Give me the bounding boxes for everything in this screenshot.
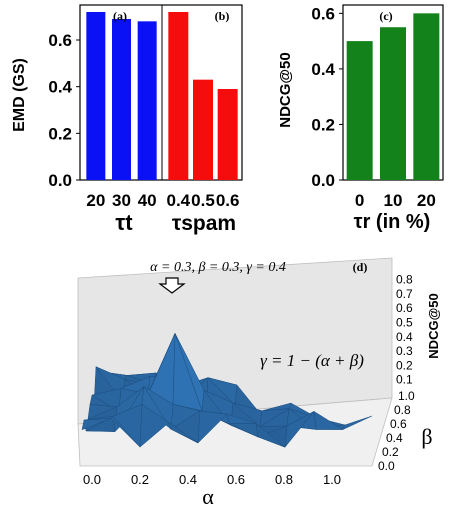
plot-frame-ab: [79, 4, 243, 181]
x-tick-label: 40: [138, 191, 157, 210]
x-tick-label: 0: [355, 191, 364, 210]
bars-a: [86, 12, 157, 181]
z-tick-label: 0.4: [396, 330, 413, 344]
x-tick-label: 20: [86, 191, 105, 210]
x-tick-label: 10: [384, 191, 403, 210]
y-tick-label: 0.2: [48, 124, 72, 143]
bar: [346, 41, 373, 180]
bar: [112, 19, 131, 180]
panel-label-a: (a): [113, 9, 127, 23]
y-tick-label: 0.6: [48, 31, 72, 50]
z-tick-label: 0.7: [396, 287, 413, 301]
surface-facet: [110, 415, 141, 448]
y-ticks-c: 0.0 0.2 0.4 0.6: [311, 4, 343, 190]
x-tick-label: 0.4: [167, 191, 191, 210]
surface-chart-panel: α = 0.3, β = 0.3, γ = 0.4 (d) γ = 1 − (α…: [77, 257, 441, 508]
alpha-tick-label: 0.0: [83, 472, 101, 487]
beta-tick-label: 0.0: [378, 459, 395, 473]
alpha-axis-label: α: [202, 484, 214, 508]
bars-b: [168, 12, 238, 180]
x-tick-label: 0.5: [191, 191, 215, 210]
x-ticks-b: 0.4 0.5 0.6: [167, 191, 240, 210]
beta-axis-label: β: [421, 424, 432, 449]
beta-tick-label: 0.6: [390, 417, 407, 431]
y-tick-label: 0.4: [48, 78, 72, 97]
surface-facet: [342, 415, 373, 431]
y-tick-label: 0.0: [311, 171, 335, 190]
y-tick-label: 0.4: [311, 60, 335, 79]
alpha-tick-label: 1.0: [323, 472, 341, 487]
x-ticks-c: 0 10 20: [355, 191, 436, 210]
panel-label-b: (b): [215, 9, 230, 23]
y-axis-label-c: NDCG@50: [277, 52, 294, 127]
bar: [168, 12, 189, 180]
gamma-equation: γ = 1 − (α + β): [260, 351, 364, 370]
y-tick-label: 0.6: [311, 4, 335, 23]
x-axis-label-c: τr (in %): [354, 211, 431, 233]
bar: [193, 79, 213, 180]
z-axis-label: NDCG@50: [426, 293, 441, 358]
x-axis-label-b: τspam: [172, 212, 236, 235]
x-axis-label-a: τt: [115, 210, 133, 235]
surface-facet: [81, 417, 112, 431]
alpha-ticks: 0.0 0.2 0.4 0.6 0.8 1.0: [83, 472, 341, 487]
y-axis-label-ab: EMD (GS): [11, 58, 28, 132]
bar: [86, 12, 106, 180]
bar: [137, 21, 157, 181]
panel-label-c: (c): [379, 9, 392, 23]
peak-arrow: [158, 277, 186, 294]
y-ticks-ab: 0.0 0.2 0.4 0.6: [48, 31, 80, 190]
surface-facet: [168, 421, 199, 444]
alpha-tick-label: 0.8: [275, 472, 293, 487]
y-tick-label: 0.0: [48, 171, 72, 190]
surface-facet: [255, 422, 286, 448]
bar: [413, 13, 440, 181]
panel-label-d: (d): [353, 260, 368, 274]
alpha-tick-label: 0.4: [179, 472, 197, 487]
alpha-tick-label: 0.2: [131, 472, 149, 487]
z-tick-label: 0.2: [396, 358, 413, 372]
surface-facet: [197, 410, 228, 444]
surface-facet: [284, 411, 315, 448]
alpha-tick-label: 0.6: [227, 472, 245, 487]
peak-annotation: α = 0.3, β = 0.3, γ = 0.4: [150, 260, 286, 275]
z-tick-label: 0.1: [396, 373, 413, 387]
z-tick-label: 0.5: [396, 316, 413, 330]
beta-ticks: 0.00.20.40.60.81.0: [378, 389, 415, 473]
axes-c: 0.0 0.2 0.4 0.6 0 10 20 (c) NDCG@50 τr (in %): [277, 4, 444, 233]
z-tick-label: 0.6: [396, 301, 413, 315]
x-tick-label: 20: [417, 191, 436, 210]
bar: [217, 89, 238, 180]
beta-tick-label: 0.4: [386, 431, 403, 445]
z-tick-label: 0.3: [396, 344, 413, 358]
surface-plot: [81, 333, 373, 448]
surface-facet: [313, 410, 344, 430]
bar: [380, 27, 406, 180]
axes-ab: 0.00.20.40.6 20 30 40 0.4 0.5 0.6 (a) (b) EM…: [11, 4, 243, 235]
x-ticks-a: 20 30 40: [86, 191, 156, 210]
surface-facet: [139, 403, 170, 448]
x-tick-label: 30: [112, 191, 131, 210]
z-ticks: 0.10.20.30.40.50.60.70.8: [396, 273, 413, 387]
beta-tick-label: 0.8: [394, 403, 411, 417]
x-tick-label: 0.6: [216, 191, 240, 210]
bar-charts-panel: 0.00.20.40.6 20 30 40 0.4 0.5 0.6 (a) (b) EM…: [11, 4, 444, 235]
bars-c: [346, 13, 440, 181]
surface-facet: [226, 413, 257, 424]
beta-tick-label: 1.0: [398, 389, 415, 403]
z-tick-label: 0.8: [396, 273, 413, 287]
y-tick-label: 0.2: [311, 115, 335, 134]
beta-tick-label: 0.2: [382, 445, 399, 459]
